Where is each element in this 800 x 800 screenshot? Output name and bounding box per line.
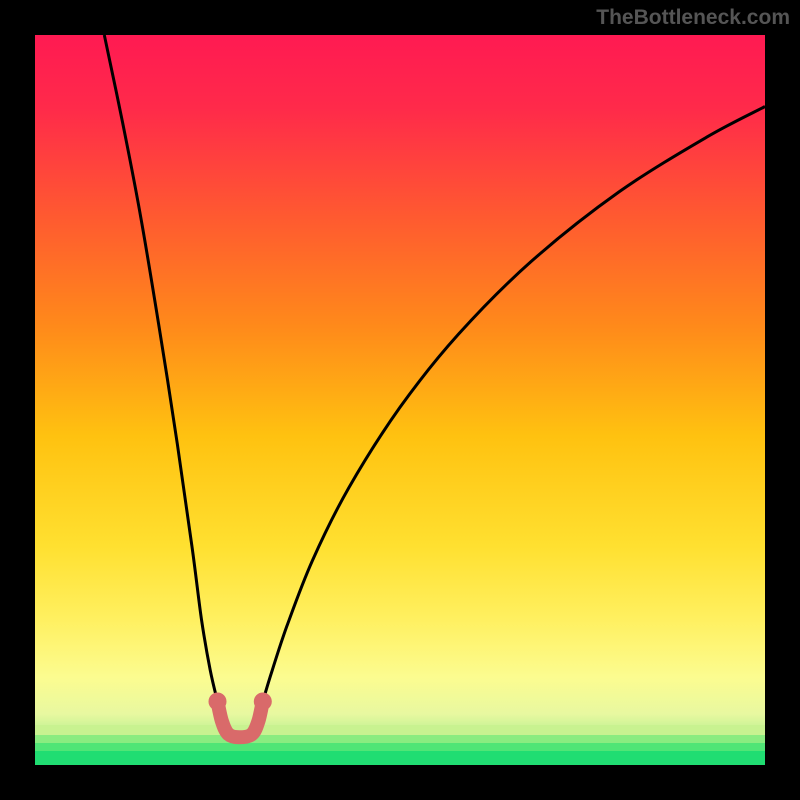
red-marker-endpoint-left: [209, 693, 227, 711]
red-marker-endpoint-right: [254, 693, 272, 711]
curve-left-branch: [104, 35, 217, 702]
plot-area: [35, 35, 765, 765]
curve-svg: [35, 35, 765, 765]
curve-right-branch: [263, 107, 765, 702]
chart-container: { "watermark": { "text": "TheBottleneck.…: [0, 0, 800, 800]
watermark-text: TheBottleneck.com: [596, 6, 790, 30]
